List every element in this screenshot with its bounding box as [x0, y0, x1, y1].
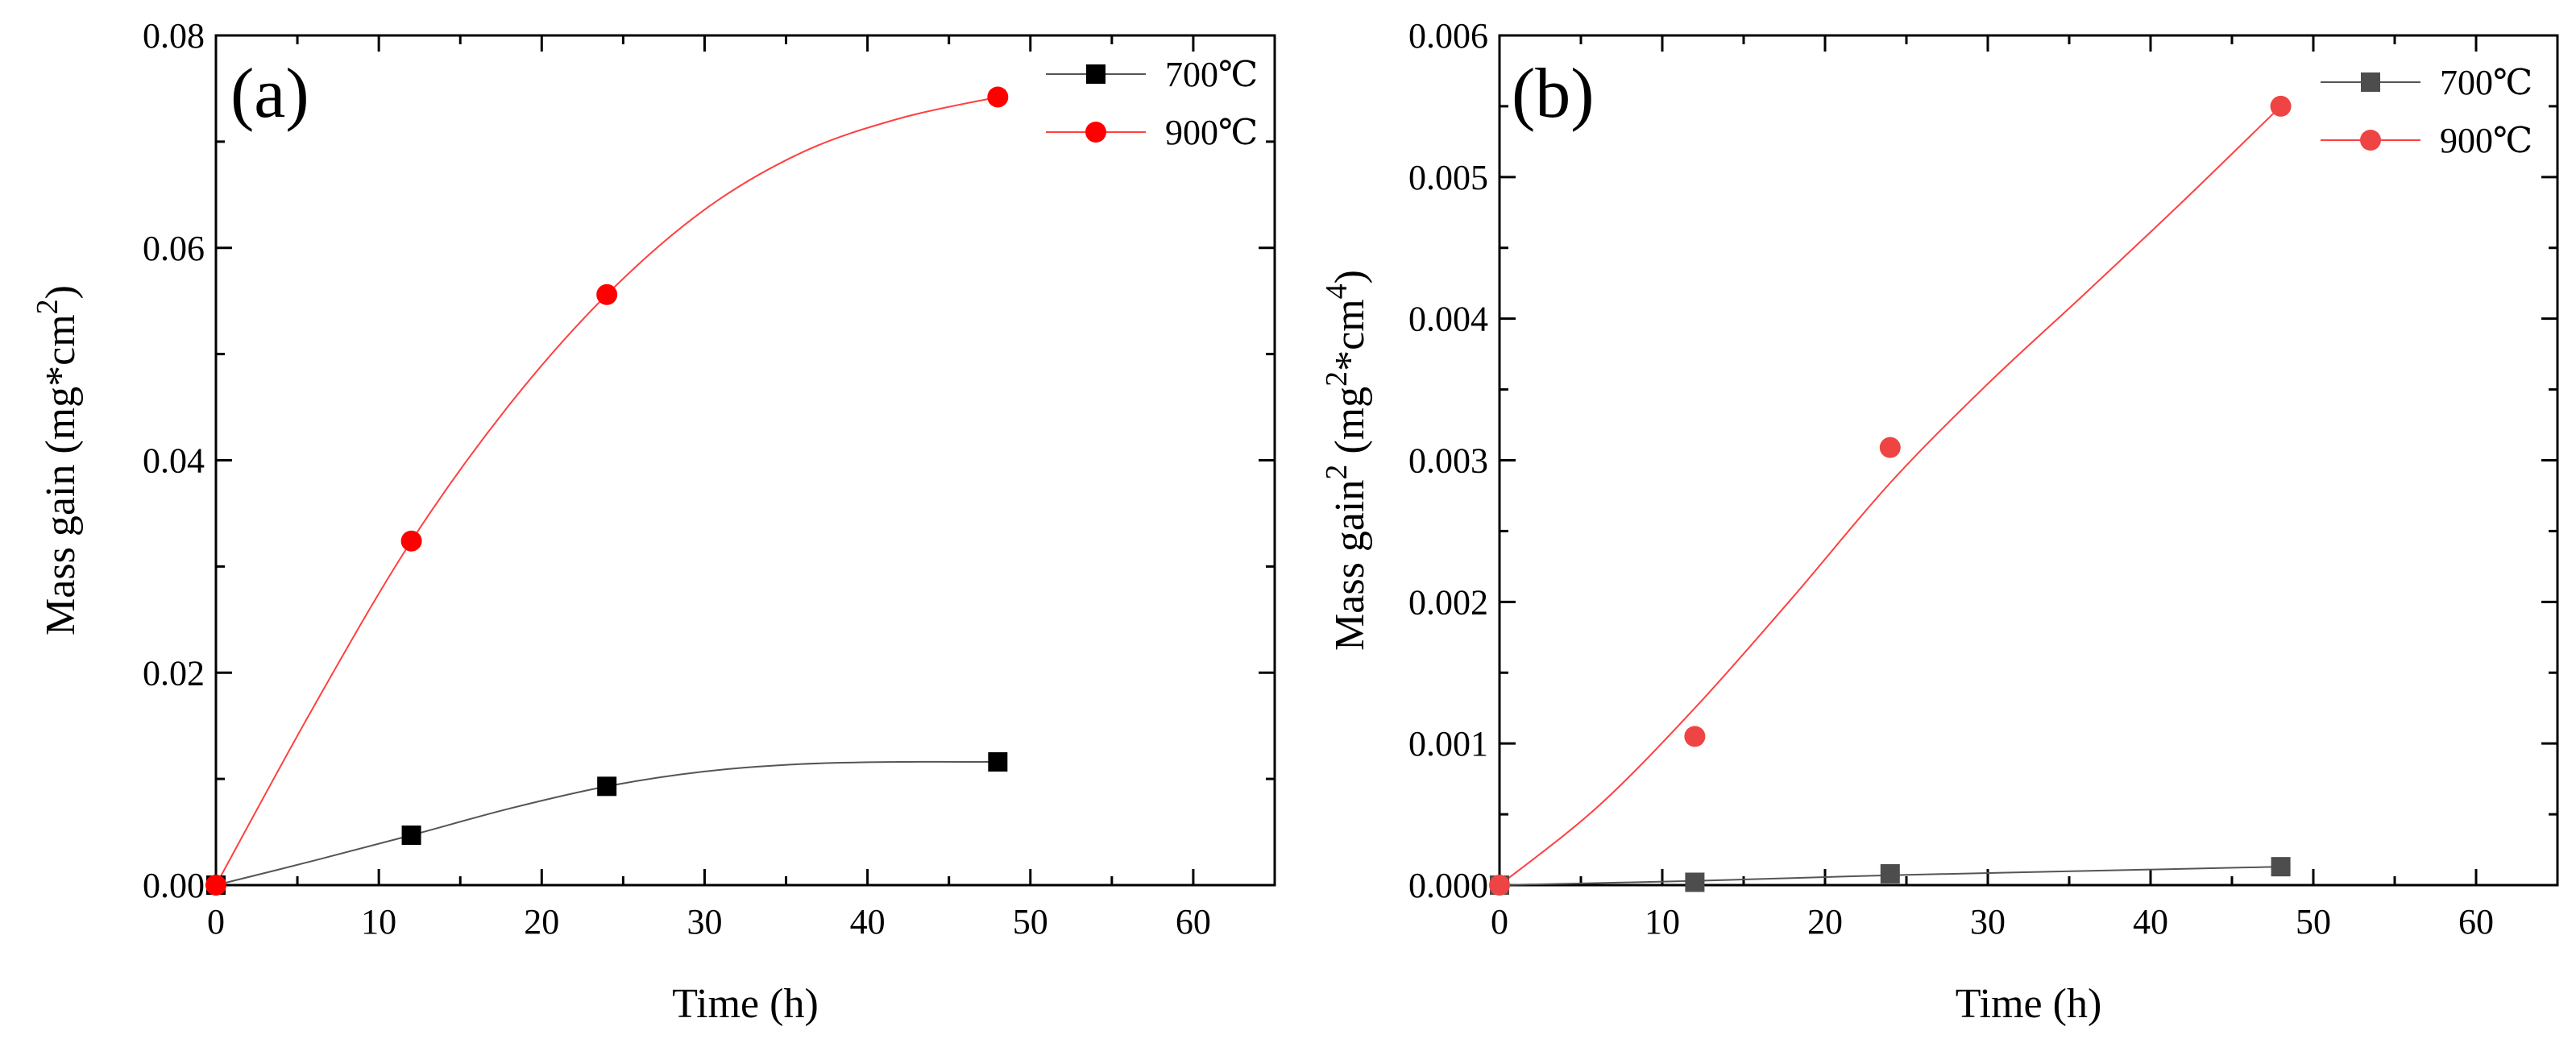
legend-label: 700℃: [2440, 63, 2532, 102]
y-tick-label: 0.04: [143, 441, 205, 481]
legend-marker: [1086, 64, 1105, 84]
data-point-700: [1880, 863, 1900, 884]
y-tick-label: 0.001: [1408, 724, 1488, 764]
chart-panel-a: 0 10 20 30 40 50 60 0.00 0.02 0.04 0.06 0.08 Time (h…: [31, 16, 1276, 1027]
x-tick-label: 40: [850, 902, 886, 941]
y-title-text: Mass gain: [1327, 480, 1373, 651]
data-point-900: [1489, 875, 1510, 896]
y-tick-label: 0.003: [1408, 441, 1488, 481]
data-point-900: [1879, 437, 1901, 458]
y-title-text: *cm: [1327, 299, 1373, 371]
x-axis-title: Time (h): [672, 981, 819, 1027]
y-tick-label: 0.08: [143, 16, 205, 56]
y-tick-label: 0.004: [1408, 300, 1488, 339]
data-point-700: [988, 752, 1008, 772]
x-tick-label: 30: [687, 902, 722, 941]
x-tick-label: 20: [524, 902, 559, 941]
data-point-900: [596, 283, 618, 305]
data-point-900: [987, 86, 1009, 108]
panel-label: (b): [1512, 55, 1595, 133]
legend-marker: [1085, 122, 1106, 143]
legend-label: 900℃: [2440, 121, 2532, 160]
y-title-text: Mass gain (mg*cm: [38, 314, 84, 635]
data-point-900: [400, 530, 422, 552]
data-point-700: [2271, 857, 2291, 877]
data-point-700: [597, 776, 617, 797]
legend-marker: [2361, 72, 2380, 92]
y-tick-label: 0.006: [1408, 16, 1488, 56]
y-title-text: ): [38, 285, 84, 299]
y-axis-title: Mass gain (mg*cm2): [31, 285, 84, 635]
data-point-900: [2270, 95, 2292, 117]
y-axis-title: Mass gain2 (mg2*cm4): [1320, 270, 1373, 651]
y-title-sup: 2: [1320, 465, 1354, 480]
x-tick-label: 50: [1013, 902, 1048, 941]
y-title-text: ): [1327, 270, 1373, 283]
legend-label: 900℃: [1165, 113, 1258, 152]
x-tick-label: 10: [1645, 902, 1680, 941]
data-point-700: [1685, 872, 1705, 892]
plot-frame: [1498, 34, 2559, 887]
fit-curve-900: [1499, 106, 2282, 886]
x-tick-label: 50: [2296, 902, 2331, 941]
y-title-sup: 4: [1320, 283, 1354, 299]
y-title-sup: 2: [31, 299, 64, 314]
x-tick-label: 60: [1176, 902, 1211, 941]
data-point-700: [401, 826, 421, 846]
chart-panel-b: 0 10 20 30 40 50 60 0.000 0.001 0.002 0.003 0.004 0.…: [1320, 16, 2559, 1027]
data-point-900: [1684, 726, 1706, 747]
y-tick-label: 0.06: [143, 229, 205, 268]
fit-curve-900: [215, 96, 998, 886]
x-tick-label: 10: [361, 902, 396, 941]
panel-label: (a): [230, 55, 309, 133]
y-title-text: (mg: [1327, 387, 1373, 465]
legend-marker: [2360, 130, 2381, 151]
data-point-900: [205, 875, 226, 896]
y-tick-label: 0.000: [1408, 866, 1488, 905]
y-tick-label: 0.02: [143, 653, 205, 693]
y-tick-label: 0.00: [143, 866, 205, 905]
x-tick-label: 0: [207, 902, 225, 941]
x-tick-label: 20: [1807, 902, 1843, 941]
y-tick-label: 0.005: [1408, 158, 1488, 197]
x-tick-label: 30: [1970, 902, 2006, 941]
plot-frame: [214, 34, 1276, 887]
y-title-sup: 2: [1320, 371, 1354, 387]
y-tick-label: 0.002: [1408, 582, 1488, 622]
x-tick-label: 0: [1491, 902, 1508, 941]
x-tick-label: 60: [2458, 902, 2494, 941]
legend-label: 700℃: [1165, 55, 1258, 94]
x-tick-label: 40: [2133, 902, 2168, 941]
x-axis-title: Time (h): [1956, 981, 2102, 1027]
